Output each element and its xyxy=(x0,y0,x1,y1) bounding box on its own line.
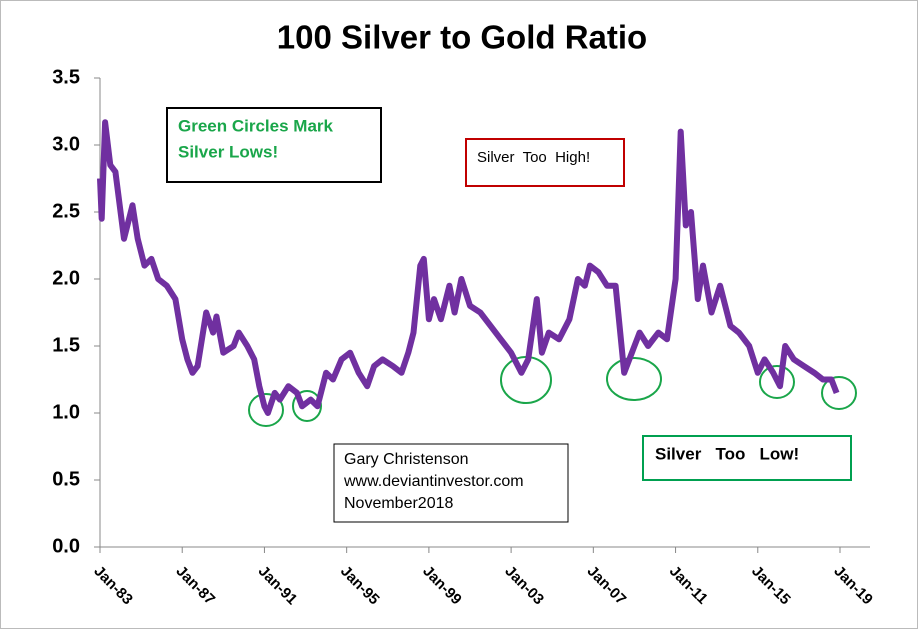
chart-title: 100 Silver to Gold Ratio xyxy=(277,19,647,56)
y-tick-label: 2.5 xyxy=(52,200,80,222)
y-tick-label: 2.0 xyxy=(52,267,80,289)
y-tick-label: 1.5 xyxy=(52,334,80,356)
circle xyxy=(821,376,857,410)
y-tick-label: 0.0 xyxy=(52,535,80,557)
y-tick-label: 3.0 xyxy=(52,133,80,155)
annotation-box xyxy=(642,435,852,481)
annotation: www.deviantinvestor.com xyxy=(343,473,524,490)
annotation-box xyxy=(166,107,382,183)
annotation: Silver Lows! xyxy=(178,142,278,161)
annotation-box xyxy=(465,138,625,187)
annotation: November2018 xyxy=(344,495,454,512)
annotation: Silver Too Low! xyxy=(655,444,799,463)
y-tick-label: 3.5 xyxy=(52,66,80,88)
circle xyxy=(248,393,284,427)
circle xyxy=(292,390,322,422)
circle xyxy=(759,365,795,399)
line-series xyxy=(97,119,840,416)
y-tick-label: 0.5 xyxy=(52,468,80,490)
circle xyxy=(606,357,662,401)
annotation-box xyxy=(333,443,569,523)
annotation: Green Circles Mark xyxy=(178,116,334,135)
annotation: Silver Too High! xyxy=(477,149,590,166)
annotation: Gary Christenson xyxy=(344,451,469,468)
green-circles xyxy=(248,356,857,427)
y-tick-label: 1.0 xyxy=(52,401,80,423)
